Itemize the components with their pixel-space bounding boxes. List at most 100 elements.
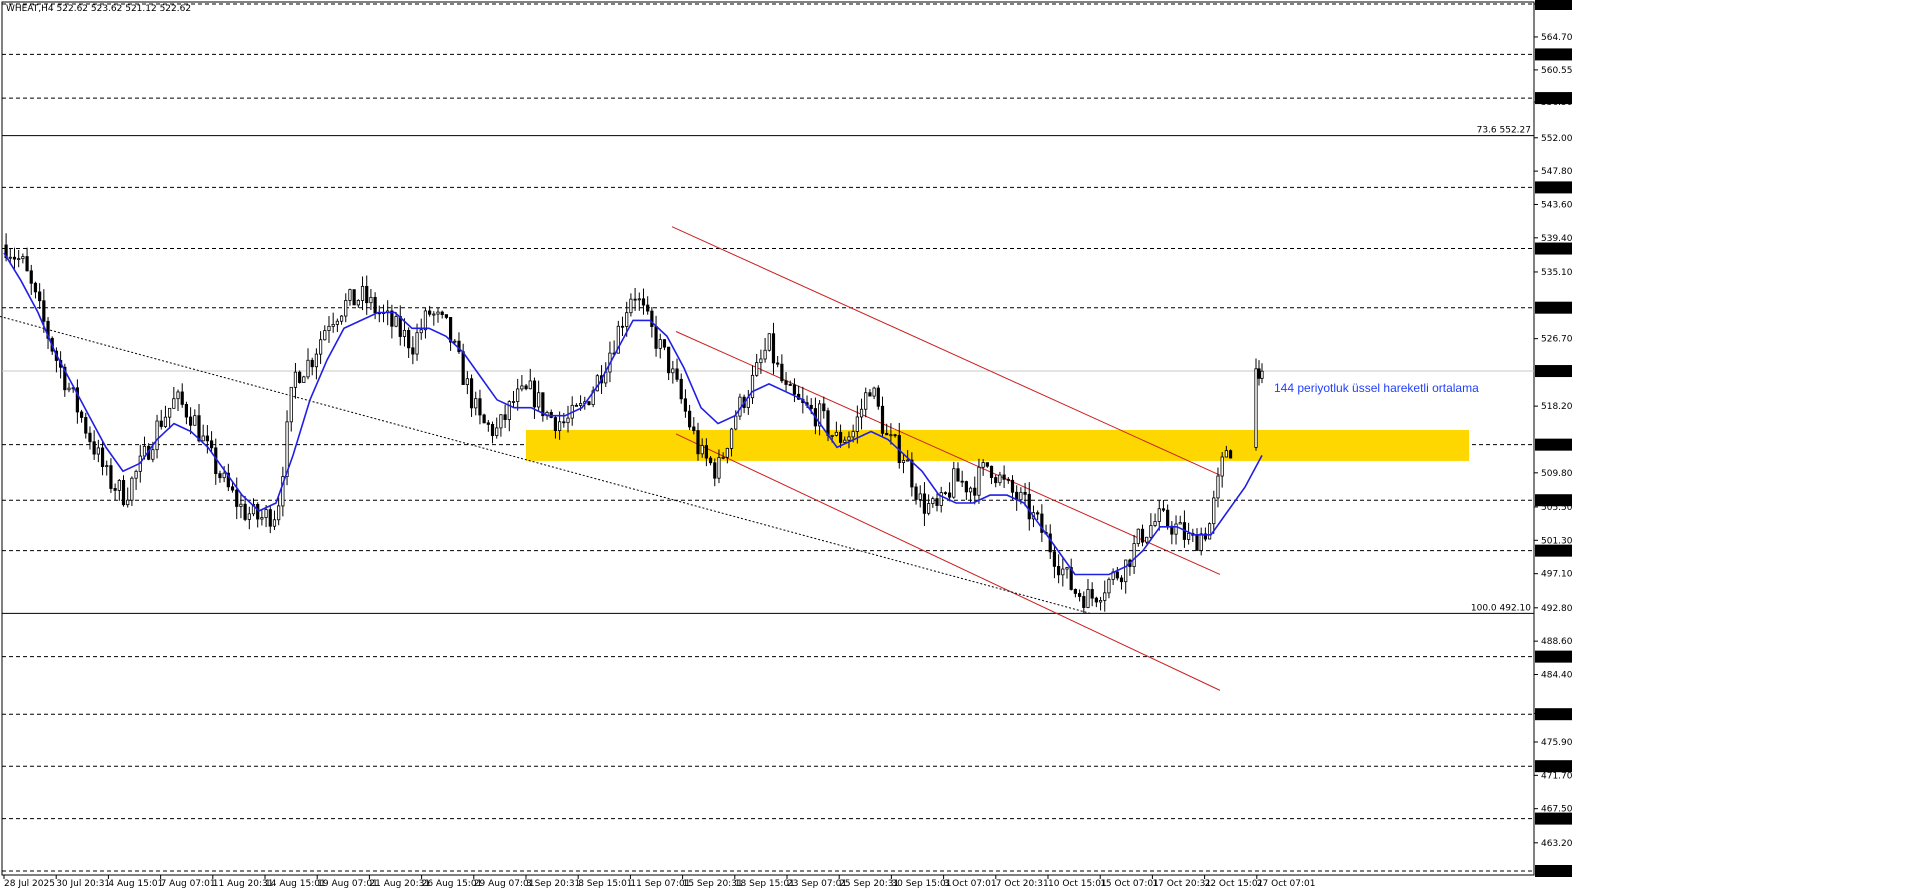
candle-body bbox=[356, 300, 360, 306]
time-tick-label: 30 Sep 15:01 bbox=[891, 879, 951, 888]
candle-body bbox=[646, 304, 650, 312]
candle-body bbox=[323, 330, 327, 341]
level-price-label: 506.35 bbox=[1538, 496, 1570, 506]
candle-body bbox=[365, 285, 369, 304]
candle-body bbox=[348, 289, 352, 301]
candle-body bbox=[268, 509, 272, 527]
candle-body bbox=[344, 300, 348, 317]
candle-body bbox=[1216, 475, 1220, 499]
candle-body bbox=[1145, 536, 1149, 543]
candle-body bbox=[180, 391, 184, 405]
candle-body bbox=[235, 489, 239, 507]
candle-body bbox=[352, 289, 356, 306]
time-tick-label: 26 Aug 15:01 bbox=[422, 879, 483, 888]
level-price-tag bbox=[1535, 92, 1572, 105]
price-tick-label: 497.10 bbox=[1541, 570, 1573, 580]
candle-body bbox=[1107, 579, 1111, 594]
level-price-label: 479.40 bbox=[1538, 710, 1570, 720]
candle-body bbox=[641, 298, 646, 306]
candle-body bbox=[197, 415, 201, 442]
candle-body bbox=[725, 448, 729, 458]
price-tick-label: 547.80 bbox=[1541, 167, 1573, 177]
candle-body bbox=[184, 403, 189, 418]
price-tick-label: 543.60 bbox=[1541, 200, 1573, 210]
candle-body bbox=[486, 422, 490, 425]
candle-body bbox=[1002, 474, 1006, 480]
candle-body bbox=[713, 462, 717, 479]
level-price-tag bbox=[1535, 494, 1572, 507]
candle-body bbox=[947, 492, 952, 498]
level-price-tag bbox=[1535, 301, 1572, 314]
candle-body bbox=[1220, 456, 1224, 477]
candle-body bbox=[247, 513, 251, 520]
time-tick-label: 30 Jul 20:31 bbox=[56, 879, 110, 888]
candle-body bbox=[1023, 491, 1027, 495]
candle-body bbox=[256, 503, 260, 520]
candle-body bbox=[532, 380, 537, 408]
candle-body bbox=[968, 487, 973, 493]
candle-body bbox=[675, 368, 679, 380]
candle-body bbox=[994, 477, 998, 484]
candle-body bbox=[1195, 534, 1199, 551]
candle-body bbox=[767, 333, 771, 351]
level-price-tag bbox=[1535, 544, 1572, 557]
candle-body bbox=[855, 416, 859, 432]
level-price-label: 557.00 bbox=[1538, 94, 1570, 104]
fib-level-label: 73.6 552.27 bbox=[1477, 126, 1531, 136]
candle-body bbox=[658, 339, 662, 349]
candle-body bbox=[306, 359, 310, 378]
candle-body bbox=[1153, 521, 1157, 526]
candle-body bbox=[436, 311, 440, 315]
candle-body bbox=[935, 498, 939, 506]
candle-body bbox=[113, 488, 117, 491]
candle-body bbox=[440, 311, 444, 316]
candle-body bbox=[1086, 589, 1090, 608]
candle-body bbox=[776, 362, 780, 365]
candle-body bbox=[293, 371, 298, 388]
yellow-zone bbox=[526, 429, 1469, 461]
candle-body bbox=[21, 256, 25, 260]
candle-body bbox=[209, 440, 214, 449]
candle-body bbox=[906, 459, 910, 462]
candle-body bbox=[989, 465, 994, 478]
fib-level-label: 100.0 492.10 bbox=[1471, 603, 1531, 613]
candle-body bbox=[121, 480, 126, 506]
candle-body bbox=[398, 316, 402, 337]
candle-body bbox=[633, 298, 637, 301]
candle-body bbox=[318, 339, 323, 355]
level-price-label: 513.35 bbox=[1538, 441, 1570, 451]
level-price-label: 562.50 bbox=[1538, 50, 1570, 60]
candle-body bbox=[1136, 528, 1140, 544]
candle-body bbox=[1257, 368, 1261, 379]
candle-body bbox=[331, 323, 335, 327]
candle-body bbox=[151, 449, 155, 460]
candle-body bbox=[843, 439, 847, 443]
candle-body bbox=[79, 411, 84, 418]
candle-body bbox=[704, 445, 708, 459]
candle-body bbox=[880, 405, 885, 434]
candle-body bbox=[1203, 533, 1207, 540]
level-price-label: 500.00 bbox=[1538, 547, 1570, 557]
candle-body bbox=[29, 270, 33, 284]
candle-body bbox=[482, 414, 486, 424]
candle-body bbox=[1132, 543, 1136, 568]
candle-body bbox=[63, 366, 67, 391]
candle-body bbox=[1040, 513, 1044, 533]
candle-body bbox=[520, 385, 524, 390]
candle-body bbox=[759, 358, 763, 364]
ema-144-line bbox=[3, 252, 1263, 576]
candle-body bbox=[1077, 593, 1082, 597]
candle-body bbox=[1065, 567, 1069, 570]
candle-body bbox=[8, 256, 12, 259]
time-tick-label: 15 Oct 07:01 bbox=[1100, 879, 1159, 888]
price-tick-label: 518.20 bbox=[1541, 402, 1573, 412]
price-axis: 568.85 564.70 560.55 556.50 552.00 547.80 543.… bbox=[1534, 0, 1573, 849]
level-price-label: 466.25 bbox=[1538, 815, 1570, 825]
time-tick-label: 25 Sep 20:31 bbox=[839, 879, 899, 888]
time-tick-label: 28 Jul 2025 bbox=[4, 879, 55, 888]
candle-body bbox=[985, 462, 989, 467]
candle-body bbox=[1161, 508, 1166, 511]
candle-body bbox=[662, 339, 667, 348]
time-tick-label: 19 Aug 07:01 bbox=[317, 879, 378, 888]
